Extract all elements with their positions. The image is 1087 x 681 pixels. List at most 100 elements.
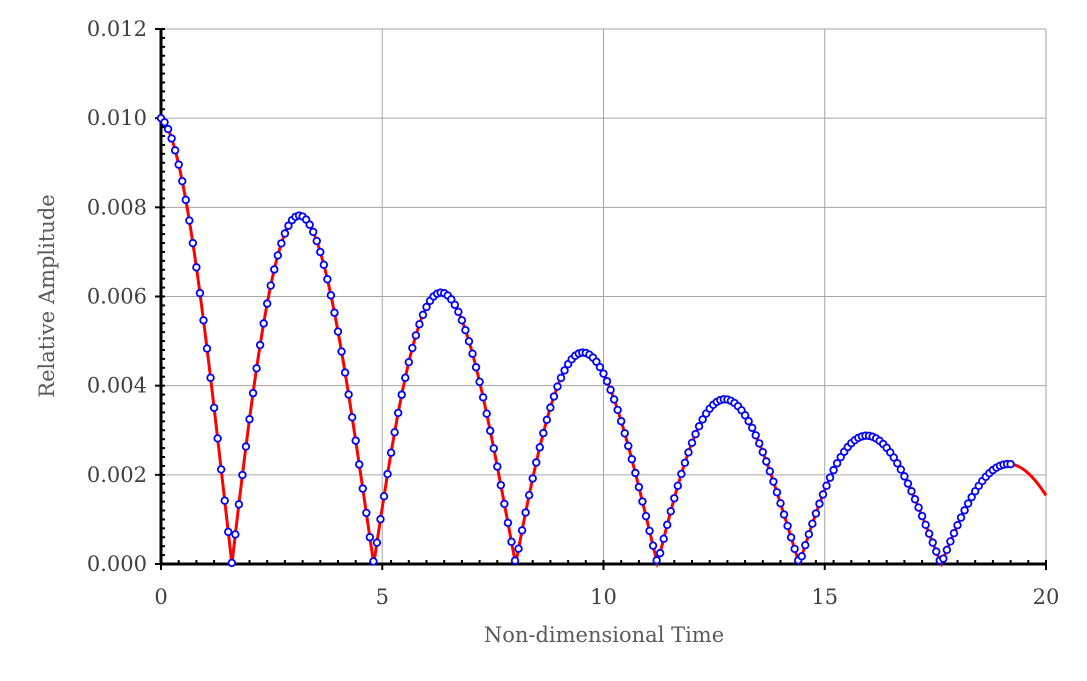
data-point: [468, 349, 477, 358]
data-point: [379, 492, 389, 501]
data-point: [365, 533, 375, 542]
data-point: [160, 118, 169, 127]
x-tick-label: 15: [811, 585, 838, 609]
data-point: [496, 480, 506, 490]
data-point: [411, 331, 421, 340]
data-point: [493, 462, 502, 471]
data-point: [631, 468, 640, 478]
data-point: [772, 488, 782, 497]
y-tick-label: 0.008: [87, 195, 147, 219]
data-point: [815, 499, 824, 508]
data-point: [652, 556, 661, 565]
data-point: [517, 526, 527, 535]
data-point: [489, 444, 498, 453]
data-point: [174, 160, 183, 169]
data-point: [953, 521, 962, 530]
data-point: [234, 500, 244, 509]
data-point: [486, 426, 495, 435]
data-point: [549, 392, 559, 401]
data-point: [514, 544, 523, 553]
data-point: [163, 124, 173, 134]
data-point: [199, 316, 208, 325]
data-point: [195, 288, 205, 298]
data-point: [181, 195, 190, 205]
data-point: [889, 453, 898, 462]
data-point: [273, 251, 283, 260]
data-point: [401, 373, 410, 382]
data-point: [337, 347, 346, 356]
data-point: [209, 403, 219, 413]
data-point: [609, 395, 619, 404]
data-point: [326, 291, 336, 300]
x-tick-label: 5: [376, 585, 389, 609]
data-point: [698, 415, 707, 424]
data-point: [960, 506, 969, 515]
data-point: [404, 358, 413, 367]
data-point: [185, 216, 194, 225]
data-point: [924, 529, 934, 538]
data-point: [202, 344, 212, 353]
data-point: [521, 508, 530, 517]
data-point: [673, 481, 683, 490]
data-point: [942, 545, 952, 555]
data-point: [248, 388, 258, 398]
data-point: [818, 490, 828, 499]
data-point: [167, 134, 176, 143]
data-point: [464, 337, 474, 346]
data-point: [956, 513, 966, 522]
data-point: [655, 548, 665, 558]
data-point: [383, 469, 392, 479]
data-point: [602, 377, 612, 386]
y-tick-label: 0.004: [87, 374, 147, 398]
data-point: [811, 509, 821, 518]
data-point: [595, 362, 605, 372]
data-point: [599, 369, 608, 378]
y-tick-label: 0.000: [87, 552, 147, 576]
data-point: [645, 526, 654, 536]
data-point: [418, 310, 428, 320]
x-axis-title: Non-dimensional Time: [484, 623, 724, 647]
data-point: [347, 413, 357, 422]
data-point: [684, 448, 693, 457]
data-point: [804, 530, 814, 539]
data-point: [932, 547, 941, 556]
y-tick-label: 0.012: [87, 17, 147, 41]
data-point: [917, 511, 927, 521]
data-point: [241, 442, 251, 451]
data-point: [546, 403, 555, 412]
data-point: [390, 428, 399, 437]
data-point: [507, 537, 516, 547]
data-point: [928, 538, 937, 547]
data-point: [808, 519, 817, 528]
data-point: [340, 368, 350, 377]
data-point: [790, 544, 799, 554]
data-point: [170, 146, 180, 155]
data-point: [362, 508, 371, 518]
data-point: [963, 499, 973, 508]
data-point: [532, 458, 541, 467]
data-point: [606, 385, 615, 395]
x-tick-label: 20: [1033, 585, 1060, 609]
data-point: [376, 515, 385, 524]
data-point: [510, 556, 520, 565]
data-point: [213, 434, 222, 443]
data-point: [691, 429, 700, 439]
data-point: [740, 411, 750, 420]
data-point: [450, 300, 460, 310]
data-point: [305, 220, 314, 229]
data-point: [316, 247, 325, 257]
y-tick-label: 0.006: [87, 285, 147, 309]
grid-lines: [161, 28, 1047, 564]
data-point: [319, 260, 329, 269]
data-point: [220, 496, 229, 505]
data-point: [539, 428, 548, 438]
data-point: [503, 518, 513, 528]
data-point: [216, 465, 226, 474]
data-point: [422, 302, 431, 312]
data-point: [1006, 459, 1015, 469]
data-point: [687, 438, 697, 448]
data-point: [801, 540, 810, 550]
data-point: [910, 495, 920, 504]
data-point: [333, 327, 343, 336]
